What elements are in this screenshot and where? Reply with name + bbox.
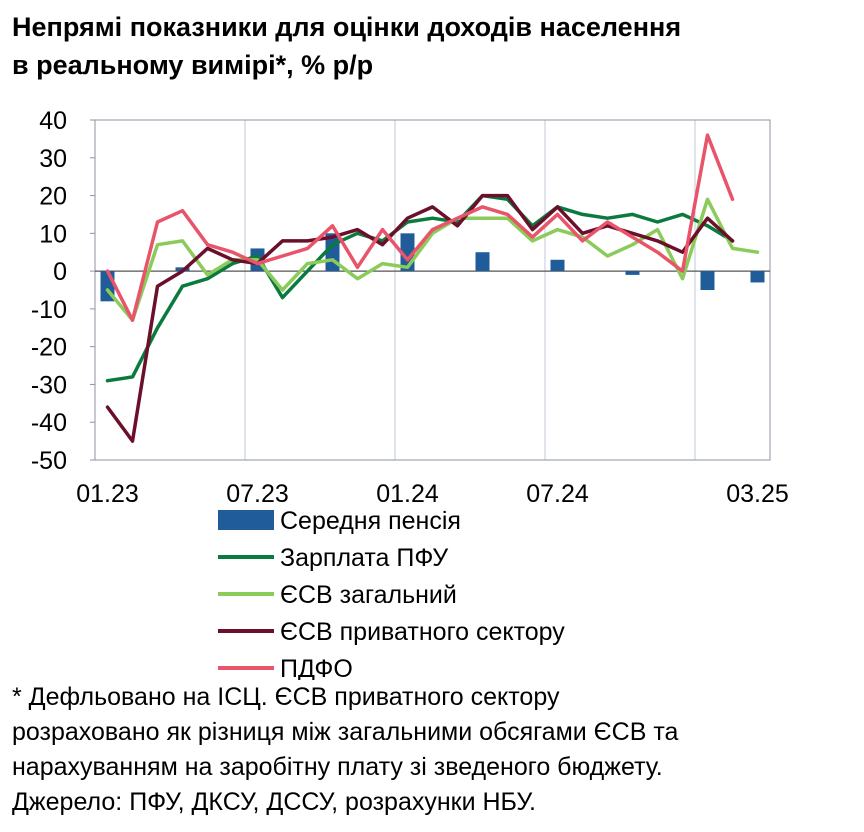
x-tick-label: 07.23 [226, 480, 289, 508]
bar [475, 252, 490, 272]
series-line [105, 197, 760, 322]
footnote-line: розраховано як різниця між загальними об… [12, 718, 679, 746]
chart-title: Непрямі показники для оцінки доходів нас… [12, 8, 852, 84]
y-tick-label: -40 [31, 409, 67, 437]
x-tick-label: 07.24 [526, 480, 589, 508]
bar [700, 271, 715, 290]
legend-swatch-bar [218, 510, 274, 530]
y-tick-label: -20 [31, 334, 67, 362]
bar [625, 271, 640, 275]
y-tick-label: 10 [39, 220, 67, 248]
y-tick-label: -10 [31, 296, 67, 324]
footnote-line: нарахуванням на заробітну плату зі зведе… [12, 753, 663, 781]
legend-label: ПДФО [280, 655, 353, 680]
y-tick-label: -50 [31, 447, 67, 475]
plot-area [94, 119, 771, 461]
y-tick-label: -30 [31, 371, 67, 399]
chart-title-line-1: Непрямі показники для оцінки доходів нас… [12, 12, 682, 42]
footnote-line: * Дефльовано на ІСЦ. ЄСВ приватного сект… [12, 683, 560, 711]
chart-title-line-2: в реальному вимірі*, % р/р [12, 50, 374, 80]
bar [750, 271, 765, 283]
source-line: Джерело: ПФУ, ДКСУ, ДССУ, розрахунки НБУ… [12, 788, 536, 816]
bar [550, 259, 565, 272]
legend-label: ЄСВ приватного сектору [280, 618, 565, 646]
legend-label: Зарплата ПФУ [280, 544, 448, 572]
series-line [105, 193, 735, 443]
y-tick-label: 0 [53, 258, 67, 286]
legend-label: Середня пенсія [280, 507, 461, 535]
x-tick-label: 01.23 [76, 480, 139, 508]
series-line [105, 133, 735, 322]
x-tick-label: 03.25 [726, 480, 789, 508]
y-tick-label: 40 [39, 107, 67, 135]
legend-label: ЄСВ загальний [280, 581, 457, 609]
y-tick-label: 30 [39, 145, 67, 173]
chart-footnote: * Дефльовано на ІСЦ. ЄСВ приватного сект… [12, 680, 857, 820]
chart: -50 -40 -30 -20 -10 0 10 20 30 40 01.23 07.23 01.24 0… [31, 107, 789, 680]
y-tick-label: 20 [39, 183, 67, 211]
x-tick-label: 01.24 [376, 480, 439, 508]
series-line [105, 193, 735, 383]
